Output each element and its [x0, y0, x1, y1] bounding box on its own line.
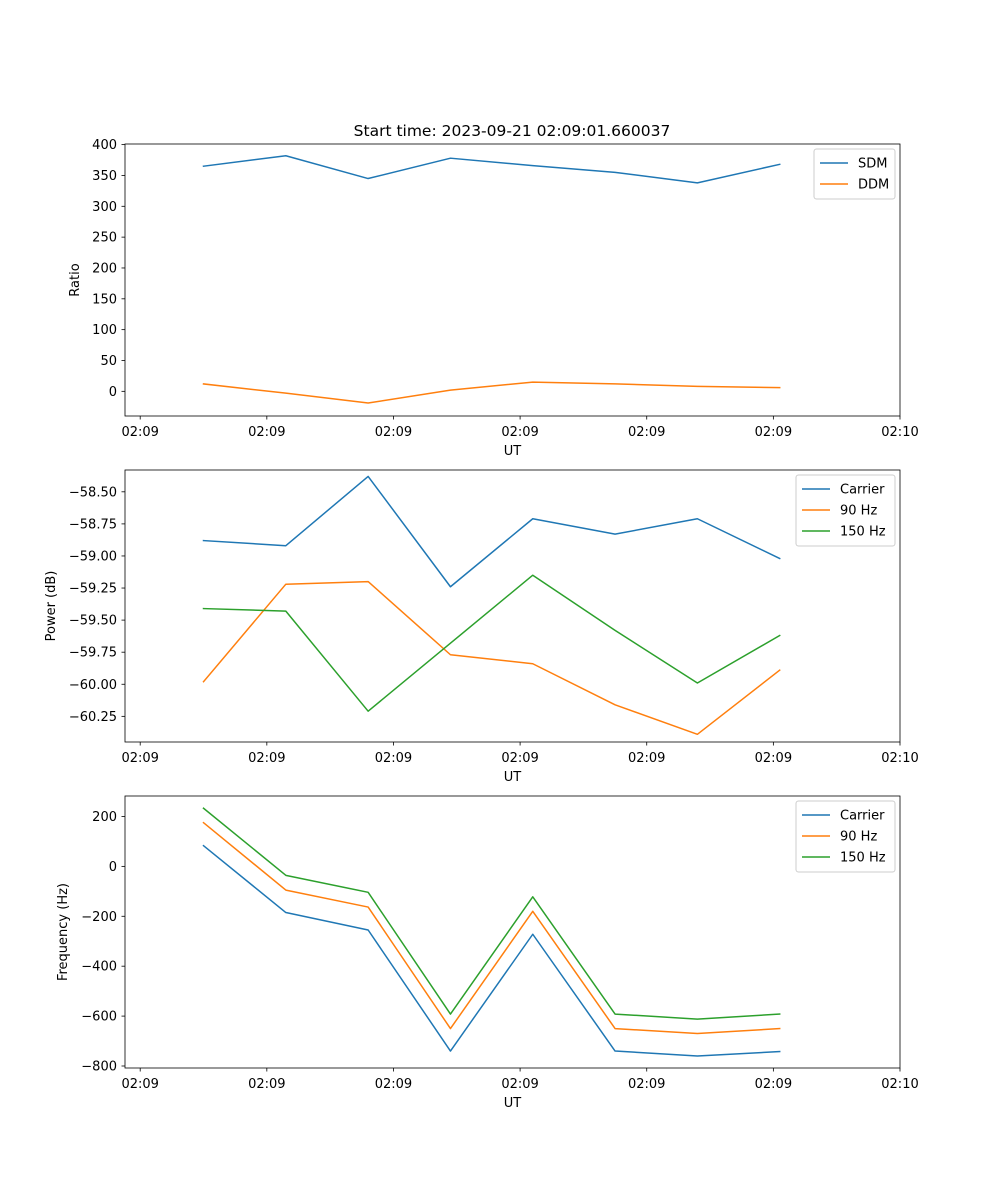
chart-panel-3: 02:09 02:09 02:09 02:09 02:09 02:09 02:10 UT 200… — [56, 795, 919, 1111]
axes-frame — [124, 469, 901, 743]
y-tick-label: −58.75 — [69, 517, 117, 532]
chart-panel-2: 02:09 02:09 02:09 02:09 02:09 02:09 02:10 UT −58… — [44, 469, 919, 785]
legend-label-150-hz: 150 Hz — [840, 525, 886, 540]
x-tick-label: 02:09 — [248, 751, 285, 766]
y-tick-label: −60.00 — [69, 678, 117, 693]
series-line-ddm — [202, 381, 781, 404]
series-line-150-hz — [202, 574, 781, 712]
series-line-carrier — [202, 475, 781, 588]
x-tick-label: 02:09 — [248, 425, 285, 440]
y-axis-label: Ratio — [68, 263, 83, 296]
y-tick-label: −600 — [81, 1010, 117, 1025]
x-axis-label: UT — [504, 1096, 522, 1111]
x-tick-label: 02:09 — [755, 425, 792, 440]
legend-label-90-hz: 90 Hz — [840, 830, 877, 845]
x-axis-label: UT — [504, 444, 522, 459]
y-tick-label: −59.25 — [69, 582, 117, 597]
y-tick-label: 0 — [109, 385, 117, 400]
x-tick-label: 02:10 — [881, 751, 918, 766]
plot-area — [125, 796, 900, 1068]
plot-area — [125, 144, 900, 416]
x-tick-label: 02:09 — [248, 1077, 285, 1092]
y-tick-label: −58.50 — [69, 485, 117, 500]
series-line-150-hz — [202, 807, 781, 1020]
y-tick-label: 100 — [92, 323, 117, 338]
x-tick-label: 02:09 — [501, 425, 538, 440]
series-line-90-hz — [202, 580, 781, 736]
x-tick-label: 02:09 — [121, 1077, 158, 1092]
axes-frame — [124, 143, 901, 417]
chart-panel-1: 02:09 02:09 02:09 02:09 02:09 02:09 02:10 UT 0 50… — [68, 138, 919, 459]
y-tick-label: 150 — [92, 292, 117, 307]
y-axis-label: Frequency (Hz) — [56, 883, 71, 981]
x-tick-label: 02:09 — [628, 425, 665, 440]
legend-box — [795, 474, 896, 547]
x-tick-label: 02:09 — [628, 1077, 665, 1092]
plot-area — [125, 470, 900, 742]
legend-label-carrier: Carrier — [840, 809, 885, 824]
legend-box — [795, 800, 896, 873]
x-tick-label: 02:09 — [755, 1077, 792, 1092]
axes-frame — [124, 795, 901, 1069]
x-tick-label: 02:09 — [755, 751, 792, 766]
y-tick-label: 0 — [109, 860, 117, 875]
figure-title: Start time: 2023-09-21 02:09:01.660037 — [354, 122, 671, 140]
y-tick-label: −59.75 — [69, 646, 117, 661]
y-tick-label: 200 — [92, 810, 117, 825]
x-tick-label: 02:09 — [628, 751, 665, 766]
x-tick-label: 02:09 — [375, 751, 412, 766]
legend: Carrier 90 Hz 150 Hz — [795, 474, 896, 547]
legend-box — [813, 148, 896, 200]
series-line-90-hz — [202, 821, 781, 1035]
legend-label-carrier: Carrier — [840, 483, 885, 498]
y-tick-label: 300 — [92, 200, 117, 215]
x-tick-label: 02:09 — [375, 425, 412, 440]
x-tick-label: 02:09 — [121, 425, 158, 440]
y-axis-label: Power (dB) — [44, 571, 59, 642]
legend: SDM DDM — [813, 148, 896, 200]
series-line-sdm — [202, 154, 781, 184]
x-tick-label: 02:09 — [501, 1077, 538, 1092]
y-tick-label: 50 — [100, 354, 117, 369]
legend-label-150-hz: 150 Hz — [840, 851, 886, 866]
y-tick-label: 350 — [92, 169, 117, 184]
x-tick-label: 02:09 — [375, 1077, 412, 1092]
y-tick-label: −60.25 — [69, 710, 117, 725]
y-tick-label: 400 — [92, 138, 117, 153]
x-tick-label: 02:09 — [121, 751, 158, 766]
x-tick-label: 02:10 — [881, 1077, 918, 1092]
y-tick-label: −800 — [81, 1060, 117, 1075]
y-tick-label: 200 — [92, 261, 117, 276]
legend-label-sdm: SDM — [858, 157, 887, 172]
y-tick-label: −59.00 — [69, 549, 117, 564]
y-tick-label: −59.50 — [69, 614, 117, 629]
legend: Carrier 90 Hz 150 Hz — [795, 800, 896, 873]
y-tick-label: −400 — [81, 960, 117, 975]
y-tick-label: 250 — [92, 231, 117, 246]
x-tick-label: 02:09 — [501, 751, 538, 766]
legend-label-ddm: DDM — [858, 178, 889, 193]
x-axis-label: UT — [504, 770, 522, 785]
y-tick-label: −200 — [81, 910, 117, 925]
series-line-carrier — [202, 844, 781, 1057]
x-tick-label: 02:10 — [881, 425, 918, 440]
legend-label-90-hz: 90 Hz — [840, 504, 877, 519]
